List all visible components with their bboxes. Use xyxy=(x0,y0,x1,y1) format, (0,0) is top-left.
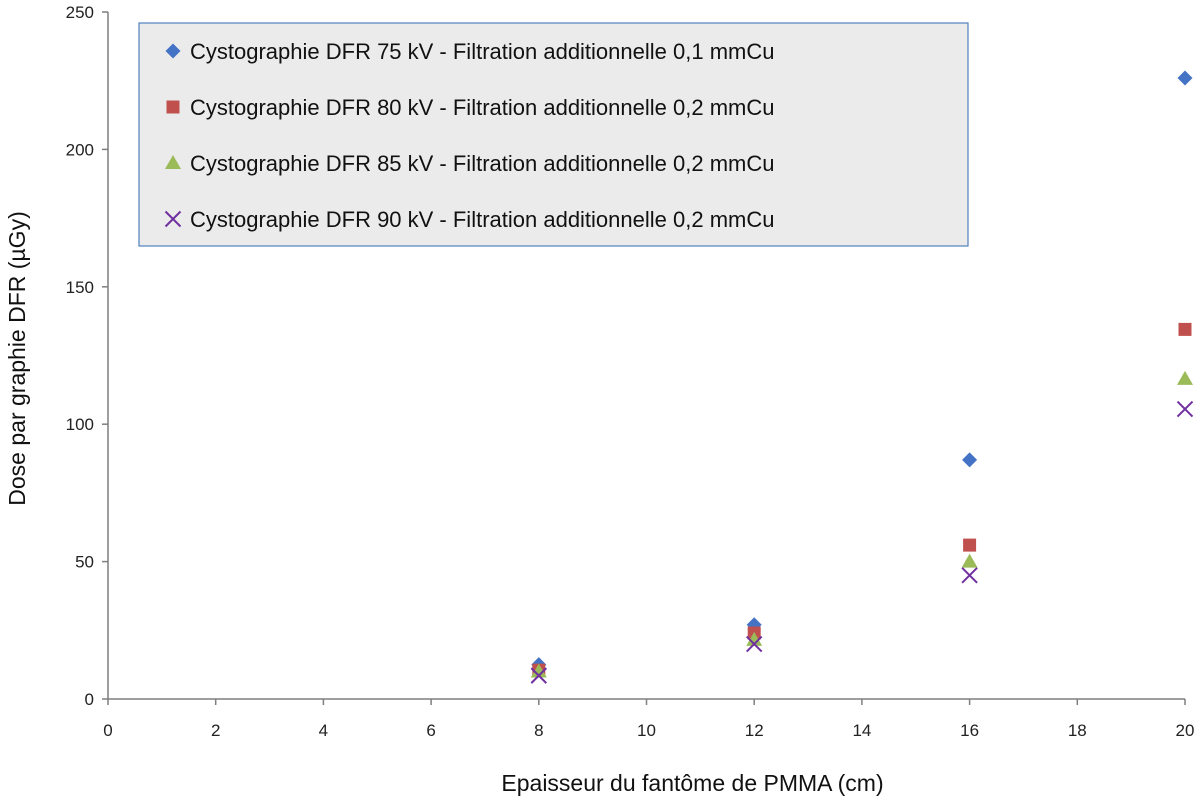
x-tick-label: 18 xyxy=(1068,721,1087,740)
legend-marker-x xyxy=(164,210,182,228)
legend: Cystographie DFR 75 kV - Filtration addi… xyxy=(138,22,969,247)
y-tick-label: 50 xyxy=(75,553,94,572)
series-2 xyxy=(532,322,1192,677)
legend-marker-triangle xyxy=(165,155,181,169)
x-tick-label: 20 xyxy=(1176,721,1195,740)
y-axis-title: Dose par graphie DFR (µGy) xyxy=(4,211,30,505)
series-3 xyxy=(530,370,1193,678)
x-tick-label: 10 xyxy=(637,721,656,740)
x-tick-label: 12 xyxy=(745,721,764,740)
y-tick-label: 250 xyxy=(66,3,94,22)
legend-box xyxy=(138,22,969,247)
data-point-diamond xyxy=(1177,70,1193,86)
data-points xyxy=(530,70,1194,684)
data-point-diamond xyxy=(962,452,978,468)
x-tick-label: 8 xyxy=(534,721,543,740)
legend-label: Cystographie DFR 75 kV - Filtration addi… xyxy=(190,39,774,64)
y-tick-label: 200 xyxy=(66,140,94,159)
data-point-square xyxy=(963,538,977,552)
y-tick-label: 150 xyxy=(66,278,94,297)
legend-entry: Cystographie DFR 80 kV - Filtration addi… xyxy=(166,95,774,120)
legend-entry: Cystographie DFR 75 kV - Filtration addi… xyxy=(165,39,774,64)
y-tick-label: 100 xyxy=(66,415,94,434)
legend-marker-diamond xyxy=(165,43,181,59)
x-tick-label: 16 xyxy=(960,721,979,740)
y-tick-label: 0 xyxy=(85,690,94,709)
legend-entry: Cystographie DFR 85 kV - Filtration addi… xyxy=(165,151,774,176)
data-point-triangle xyxy=(1177,370,1193,385)
legend-label: Cystographie DFR 85 kV - Filtration addi… xyxy=(190,151,774,176)
y-axis: 0 50 100 150 200 250 xyxy=(66,3,109,709)
x-tick-label: 14 xyxy=(852,721,871,740)
series-4 xyxy=(530,400,1194,684)
legend-label: Cystographie DFR 90 kV - Filtration addi… xyxy=(190,207,774,232)
legend-entry: Cystographie DFR 90 kV - Filtration addi… xyxy=(164,207,774,232)
x-tick-label: 2 xyxy=(211,721,220,740)
x-tick-label: 4 xyxy=(319,721,328,740)
legend-label: Cystographie DFR 80 kV - Filtration addi… xyxy=(190,95,774,120)
data-point-triangle xyxy=(961,553,978,568)
x-axis-title: Epaisseur du fantôme de PMMA (cm) xyxy=(501,770,883,796)
data-point-x xyxy=(530,667,548,684)
x-tick-label: 6 xyxy=(426,721,435,740)
x-tick-label: 0 xyxy=(103,721,112,740)
data-point-triangle xyxy=(746,631,763,646)
x-axis: 0 2 4 6 8 10 12 14 16 18 20 xyxy=(103,698,1195,740)
data-point-x xyxy=(961,567,978,584)
data-point-x xyxy=(745,635,763,653)
data-point-square xyxy=(1178,322,1192,336)
data-point-triangle xyxy=(530,663,547,678)
data-point-x xyxy=(1176,400,1194,418)
legend-marker-square xyxy=(166,100,180,114)
